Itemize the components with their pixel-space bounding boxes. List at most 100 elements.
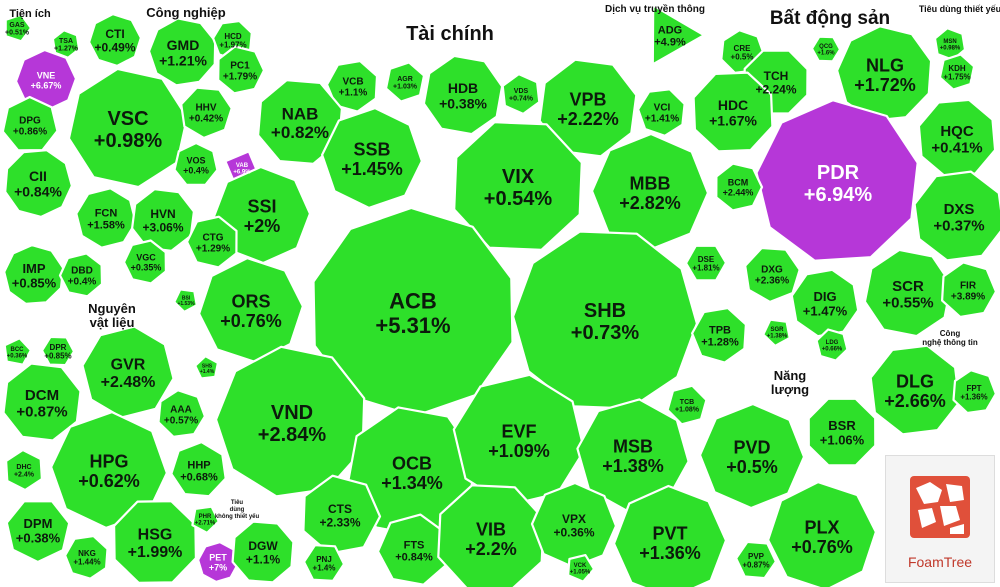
cell-dxs[interactable] xyxy=(913,170,1000,262)
cell-shb[interactable] xyxy=(511,230,699,410)
cell-qcg[interactable] xyxy=(810,35,842,63)
change-label-dlg: +2.66% xyxy=(884,391,946,411)
cell-vix[interactable] xyxy=(453,121,583,251)
cell-cii[interactable] xyxy=(4,149,74,218)
cell-gas[interactable] xyxy=(4,13,33,43)
cell-dpm[interactable] xyxy=(5,500,71,564)
ticker-label-hvn: HVN xyxy=(150,207,175,221)
cell-vci[interactable] xyxy=(636,88,686,137)
change-label-fts: +0.84% xyxy=(395,551,433,563)
cell-tcb[interactable] xyxy=(666,384,708,426)
cell-ssb[interactable] xyxy=(321,106,423,209)
cell-sgr[interactable] xyxy=(762,318,791,347)
cell-dgw[interactable] xyxy=(231,520,295,584)
change-label-tsa: +1.27% xyxy=(54,46,79,53)
cell-tpb[interactable] xyxy=(690,307,748,364)
cell-bcm[interactable] xyxy=(715,162,764,212)
change-label-agr: +1.03% xyxy=(393,84,418,91)
change-label-fir: +3.89% xyxy=(951,292,985,303)
ticker-label-vci: VCI xyxy=(654,103,671,114)
cell-pc1[interactable] xyxy=(217,45,266,95)
cell-nlg[interactable] xyxy=(835,25,933,122)
cell-dse[interactable] xyxy=(684,244,728,282)
cell-bcc[interactable] xyxy=(3,337,32,366)
cell-phr[interactable] xyxy=(191,505,220,535)
cell-shs[interactable] xyxy=(194,355,219,380)
cell-imp[interactable] xyxy=(3,244,65,305)
ticker-label-dpr: DPR xyxy=(50,343,67,352)
change-label-vpb: +2.22% xyxy=(557,109,619,129)
cell-fts[interactable] xyxy=(376,513,449,586)
cell-dlg[interactable] xyxy=(869,344,961,436)
cell-hhv[interactable] xyxy=(180,86,233,139)
cell-pet[interactable] xyxy=(197,540,239,584)
cell-cts[interactable] xyxy=(302,474,382,555)
ticker-label-bsr: BSR xyxy=(828,418,856,433)
cell-ldg[interactable] xyxy=(815,328,849,362)
cell-hpg[interactable] xyxy=(49,411,168,530)
change-label-msb: +1.38% xyxy=(602,456,664,476)
cell-hdc[interactable] xyxy=(692,71,774,153)
cell-msn[interactable] xyxy=(933,27,967,61)
cell-vnd[interactable] xyxy=(214,345,366,498)
cell-pvt[interactable] xyxy=(612,484,728,587)
change-label-ldg: +0.66% xyxy=(822,347,843,353)
cell-acb[interactable] xyxy=(312,206,514,418)
change-label-acb: +5.31% xyxy=(375,313,450,338)
change-label-gmd: +1.21% xyxy=(159,52,207,68)
cell-vds[interactable] xyxy=(501,72,541,116)
cell-vgc[interactable] xyxy=(122,239,167,285)
ticker-label-hsg: HSG xyxy=(138,527,173,544)
ticker-label-vpb: VPB xyxy=(569,89,606,109)
cell-hsg[interactable] xyxy=(112,500,197,585)
foamtree-label: FoamTree xyxy=(907,554,973,570)
cell-vib[interactable] xyxy=(437,484,545,587)
change-label-hdc: +1.67% xyxy=(709,112,757,128)
cell-agr[interactable] xyxy=(384,61,426,103)
cell-pnj[interactable] xyxy=(302,543,346,583)
cell-plx[interactable] xyxy=(766,481,878,587)
cell-bsi[interactable] xyxy=(173,288,198,313)
cell-vos[interactable] xyxy=(173,141,219,186)
change-label-sgr: +1.38% xyxy=(767,334,788,340)
cell-vck[interactable] xyxy=(566,553,596,583)
ticker-label-hqc: HQC xyxy=(940,123,974,140)
change-label-dpg: +0.86% xyxy=(13,127,47,138)
cell-hdb[interactable] xyxy=(422,54,504,136)
cell-bsr[interactable] xyxy=(807,397,877,467)
cell-pvd[interactable] xyxy=(698,402,806,510)
change-label-tch: +2.24% xyxy=(755,82,796,96)
cell-hhp[interactable] xyxy=(170,441,227,498)
cell-dxg[interactable] xyxy=(744,246,801,303)
ticker-label-tsa: TSA xyxy=(59,38,73,45)
cell-gmd[interactable] xyxy=(147,17,217,87)
cell-dpg[interactable] xyxy=(1,95,59,152)
change-label-pc1: +1.79% xyxy=(223,72,257,83)
cell-dbd[interactable] xyxy=(58,252,104,298)
ticker-label-acb: ACB xyxy=(389,289,437,314)
cell-aaa[interactable] xyxy=(157,389,206,438)
cell-cti[interactable] xyxy=(87,13,142,68)
cell-dhc[interactable] xyxy=(4,448,44,492)
cell-pvp[interactable] xyxy=(734,540,778,580)
label-layer: GAS+0.51%TSA+1.27%VNE+6.67%DPG+0.86%CII+… xyxy=(5,3,1000,576)
cell-adg[interactable] xyxy=(651,4,706,66)
ticker-label-mbb: MBB xyxy=(630,173,671,193)
cell-vsc[interactable] xyxy=(67,67,189,189)
cell-vpb[interactable] xyxy=(538,58,638,158)
cell-fir[interactable] xyxy=(940,261,998,318)
change-label-tpb: +1.28% xyxy=(701,336,739,348)
change-label-hcd: +1.97% xyxy=(219,41,246,50)
cell-nkg[interactable] xyxy=(63,534,109,580)
cell-kdh[interactable] xyxy=(938,53,976,91)
cell-pdr[interactable] xyxy=(755,99,919,262)
cell-ctg[interactable] xyxy=(185,215,238,269)
group-title: Bất động sản xyxy=(770,8,890,29)
ticker-label-hdb: HDB xyxy=(448,80,478,96)
cell-gvr[interactable] xyxy=(81,325,175,419)
ticker-label-cts: CTS xyxy=(328,502,352,516)
ticker-label-msn: MSN xyxy=(943,39,956,45)
cell-fpt[interactable] xyxy=(952,369,998,415)
change-label-pnj: +1.4% xyxy=(313,564,336,573)
cell-tsa[interactable] xyxy=(51,29,81,59)
